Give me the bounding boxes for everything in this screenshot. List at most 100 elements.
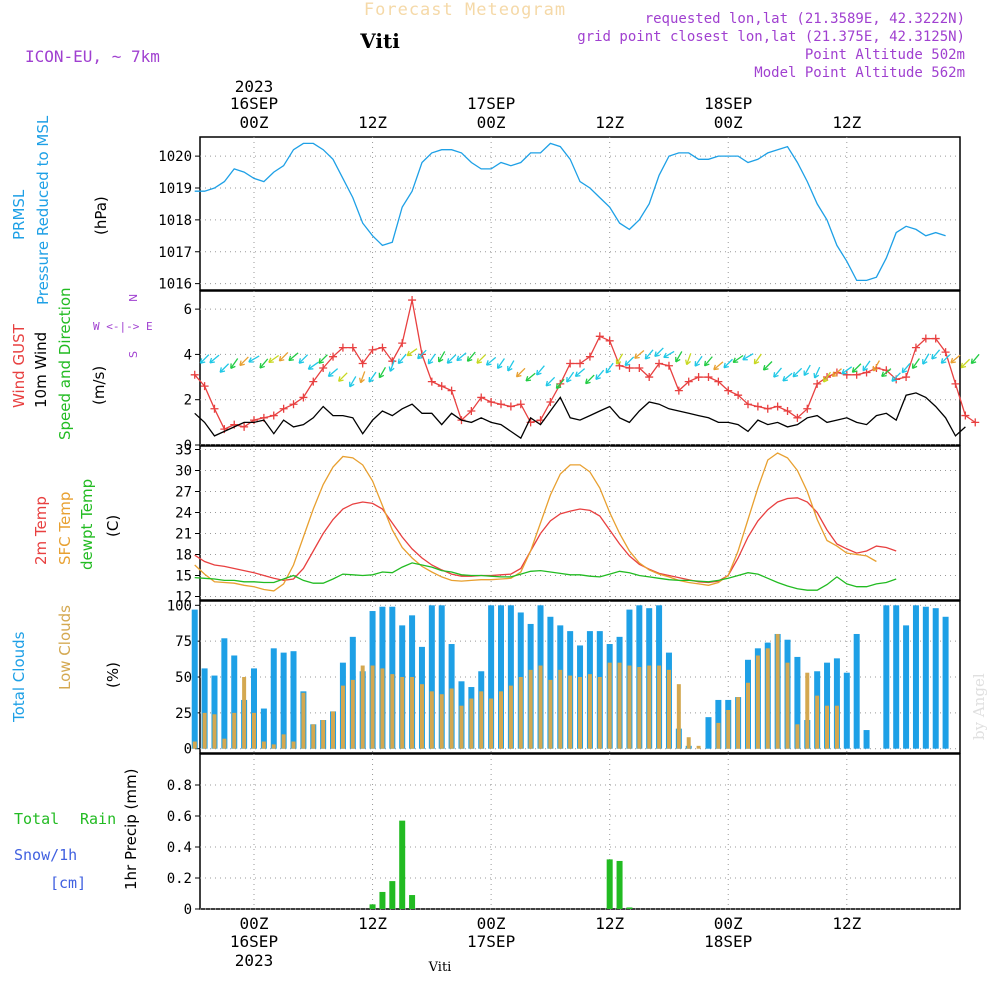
temp-series-0 [194, 497, 897, 584]
wind-arrow [803, 364, 811, 376]
model-label: ICON-EU, ~ 7km [25, 47, 160, 66]
clouds-bar-1 [518, 677, 523, 749]
temp-series-1 [194, 452, 877, 592]
wind-arrow [782, 372, 793, 382]
wind-arrow [891, 372, 901, 382]
wind-arrow-head [307, 364, 314, 370]
gust-point-marker [941, 348, 950, 357]
clouds-bar-0 [290, 651, 297, 749]
wind-arrow-head [841, 368, 847, 375]
gust-point-marker [911, 343, 920, 352]
clouds-bar-1 [271, 744, 276, 749]
wind-arrow [851, 363, 862, 373]
wind-arrow [585, 374, 595, 385]
wind-arrow-head [675, 356, 681, 363]
gust-point-marker [467, 407, 476, 416]
wind-arrow-head [349, 381, 355, 388]
gust-point-marker [793, 413, 802, 422]
wind-arrow [831, 368, 842, 377]
wind-arrow-head [427, 358, 434, 365]
wind-arrow-head [862, 365, 868, 372]
gust-point-marker [398, 339, 407, 348]
bottom-hour-label: 12Z [595, 914, 624, 933]
wind-arrow-head [574, 371, 581, 378]
pressure-ytick-label: 1016 [158, 277, 192, 293]
wind-arrow [792, 367, 803, 378]
clouds-bar-0 [507, 605, 514, 749]
precip-label-snow: Snow/1h [14, 846, 77, 864]
pressure-labels: PRMSL Pressure Reduced to MSL (hPa) [10, 115, 110, 305]
wind-arrow [230, 358, 239, 369]
clouds-bar-1 [676, 684, 681, 749]
top-hour-label: 12Z [832, 113, 861, 132]
bottom-hour-label: 12Z [832, 914, 861, 933]
wind-arrow [360, 371, 366, 383]
wind-arrow-head [318, 358, 324, 364]
clouds-bar-1 [726, 709, 731, 749]
pressure-ytick-label: 1017 [158, 245, 192, 261]
meteogram-title: Forecast Meteogram [364, 0, 566, 20]
gust-point-marker [674, 386, 683, 395]
wind-arrow-head [685, 359, 691, 366]
precip-label-cm: [cm] [50, 874, 86, 892]
clouds-bar-1 [301, 692, 306, 749]
wind-arrow-head [940, 358, 947, 364]
top-year-label: 2023 [235, 77, 274, 96]
gust-point-marker [309, 377, 318, 386]
clouds-bar-1 [746, 682, 750, 749]
gust-point-marker [684, 377, 693, 386]
clouds-bar-0 [794, 656, 801, 749]
wind-arrow [694, 355, 703, 367]
temp-label-dewpt: dewpt Temp [78, 479, 96, 570]
wind-arrow-head [585, 378, 591, 385]
wind-ytick-label: 2 [184, 393, 192, 409]
clouds-bar-0 [883, 605, 890, 749]
gust-point-marker [645, 373, 654, 382]
precip-ytick-label: 0.6 [167, 809, 192, 825]
wind-arrow-head [248, 357, 254, 363]
clouds-bar-0 [843, 672, 850, 749]
wind-arrow-head [259, 363, 265, 369]
precip-frame [199, 753, 961, 910]
wind-arrow [911, 358, 920, 369]
gust-point-marker [487, 397, 496, 406]
wind-arrow-head [496, 363, 503, 369]
wind-arrow-head [851, 367, 858, 373]
info-gridpoint: grid point closest lon,lat (21.375E, 42.… [577, 29, 965, 45]
wind-arrow [497, 358, 505, 369]
wind-arrow [970, 353, 980, 364]
clouds-bar-1 [429, 691, 434, 749]
wind-ytick-label: 0 [184, 438, 192, 454]
clouds-bar-0 [270, 648, 277, 749]
wind-panel: 0 2 4 6 [184, 290, 980, 454]
wind-arrow [922, 353, 930, 365]
gust-point-marker [546, 397, 555, 406]
wind-arrows [199, 347, 980, 390]
wind-arrow [248, 355, 260, 363]
wind-arrow [427, 353, 436, 365]
gust-point-marker [734, 391, 743, 400]
bottom-year-label: 2023 [235, 951, 274, 970]
wind-arrow [686, 353, 692, 365]
wind-arrow-head [555, 383, 562, 390]
clouds-bar-1 [350, 679, 355, 749]
wind-ytick-label: 4 [184, 347, 192, 363]
wind-arrow [634, 350, 645, 359]
clouds-bar-1 [657, 665, 662, 749]
wind-arrow-head [803, 370, 809, 377]
wind-series-1 [194, 392, 966, 440]
panels: 1016101710181019102002461215182124273033… [158, 136, 980, 918]
bottom-hour-label: 00Z [240, 914, 269, 933]
wind-arrow [378, 367, 387, 379]
wind-arrow-head [931, 353, 937, 360]
clouds-bar-1 [627, 665, 632, 749]
clouds-bar-0 [922, 606, 929, 749]
gust-point-marker [240, 422, 249, 431]
clouds-bar-0 [932, 608, 939, 749]
precip-bar-0 [616, 860, 623, 909]
clouds-bar-0 [912, 605, 919, 749]
wind-arrow-head [901, 367, 908, 374]
pressure-frame [199, 136, 961, 291]
clouds-bar-0 [201, 668, 208, 749]
wind-arrow [368, 371, 377, 383]
